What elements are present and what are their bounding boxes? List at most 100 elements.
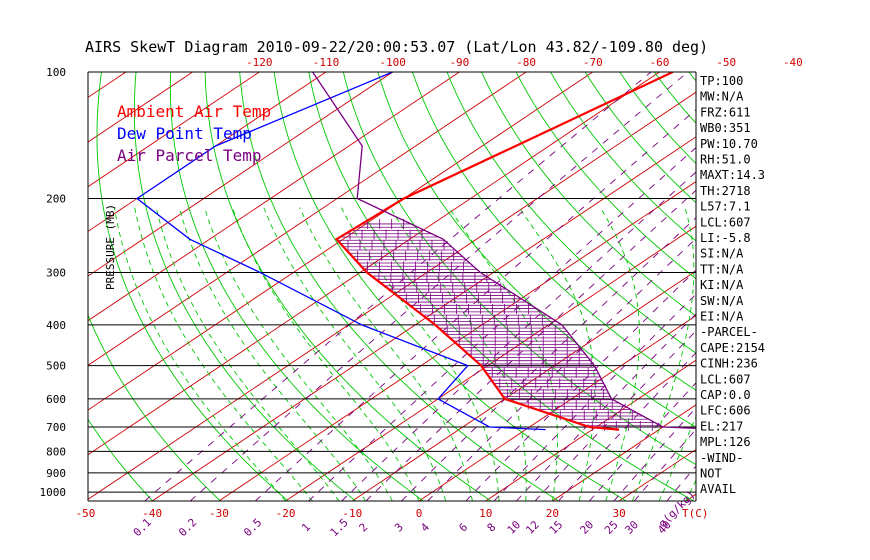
moist-adiabat-line — [599, 207, 640, 501]
stat-entry: CINH:236 — [700, 357, 758, 371]
dry-adiabat-line — [96, 72, 289, 501]
dry-adiabat-line — [446, 72, 696, 354]
series-line-dew-point-temp — [135, 72, 546, 431]
moist-adiabat-line — [340, 207, 500, 501]
stat-entry: CAPE:2154 — [700, 341, 765, 355]
moist-adiabat-line — [518, 207, 596, 501]
bottom-temp-tick-label: -40 — [142, 507, 162, 520]
dry-adiabat-line — [133, 72, 356, 501]
bottom-temp-ticks: -50 -40 -30 -20 -10 0 10 20 30 — [76, 507, 626, 520]
bottom-temp-tick-label: 30 — [612, 507, 625, 520]
isotherm-line — [819, 72, 870, 501]
isotherm-line — [88, 72, 393, 277]
isotherm-line — [151, 136, 696, 501]
isotherm-line — [88, 72, 327, 232]
mixing-ratio-line — [427, 237, 696, 501]
stat-entry: TH:2718 — [700, 184, 751, 198]
dry-adiabat-line — [308, 72, 695, 501]
isotherm-line — [88, 72, 527, 366]
legend-entry: Ambient Air Temp — [117, 102, 271, 121]
moist-adiabat-line — [263, 207, 447, 501]
mixing-ratio-tick-label: 4 — [418, 520, 432, 534]
isotherm-line — [88, 72, 460, 322]
pressure-tick-label: 100 — [46, 66, 66, 79]
dry-adiabat-line — [239, 72, 559, 501]
legend: Ambient Air Temp Dew Point Temp Air Parcel… — [117, 102, 271, 165]
bottom-temp-tick-label: -30 — [209, 507, 229, 520]
moist-adiabat-line — [203, 207, 393, 501]
isotherm-line — [352, 270, 696, 501]
stat-entry: EI:N/A — [700, 310, 744, 324]
top-temp-tick-label: -100 — [379, 56, 406, 69]
stat-entry: L57:7.1 — [700, 200, 751, 214]
mixing-ratio-tick-label: 2 — [357, 521, 371, 535]
dry-adiabat-line — [342, 72, 696, 466]
moist-adiabat-line — [299, 207, 473, 501]
mixing-ratio-tick-label: 20 — [578, 518, 597, 537]
moist-adiabat-line — [178, 207, 366, 501]
stat-entry: MW:N/A — [700, 90, 744, 104]
dry-adiabat-line — [584, 72, 696, 204]
mixing-ratio-tick-label: 10 — [505, 518, 524, 537]
mixing-ratio-line — [341, 171, 696, 501]
mixing-ratio-tick-label: 12 — [523, 518, 542, 537]
x-unit-label: T(C) — [682, 507, 709, 520]
legend-entry: Air Parcel Temp — [117, 146, 262, 165]
dry-adiabat-line — [862, 72, 870, 501]
mixing-ratio-line — [666, 465, 696, 501]
pressure-tick-label: 1000 — [40, 486, 67, 499]
dry-adiabat-line — [273, 72, 627, 501]
stat-entry: MPL:126 — [700, 435, 751, 449]
mixing-ratio-line — [465, 269, 696, 501]
top-temp-tick-label: -70 — [583, 56, 603, 69]
dry-adiabat-line — [619, 72, 696, 165]
mixing-ratio-line — [493, 293, 696, 501]
bottom-temp-tick-label: 10 — [479, 507, 492, 520]
stat-entry: TT:N/A — [700, 262, 744, 276]
mixing-ratio-tick-label: 1 — [299, 521, 313, 535]
top-temp-tick-label: -120 — [246, 56, 273, 69]
stat-entry: CAP:0.0 — [700, 388, 751, 402]
stat-entry: -PARCEL- — [700, 325, 758, 339]
chart-title: AIRS SkewT Diagram 2010-09-22/20:00:53.0… — [85, 38, 708, 56]
mixing-ratio-line — [254, 109, 696, 501]
stat-entry: LCL:607 — [700, 215, 751, 229]
top-temp-tick-label: -40 — [783, 56, 803, 69]
mixing-ratio-tick-label: 0.2 — [176, 516, 199, 539]
mixing-ratio-line — [308, 147, 696, 501]
pressure-ticks: 100 200 300 400 500 600 700 800 900 1000 — [40, 66, 67, 499]
stat-entry: NOT — [700, 467, 722, 481]
stat-entry: WB0:351 — [700, 121, 751, 135]
dry-adiabat-line — [204, 72, 492, 501]
bottom-temp-tick-label: 0 — [416, 507, 423, 520]
mixing-ratio-tick-label: 30 — [622, 518, 641, 537]
mixing-ratio-line — [190, 72, 689, 501]
top-temp-tick-label: -50 — [716, 56, 736, 69]
stat-entry: KI:N/A — [700, 278, 744, 292]
pressure-tick-label: 900 — [46, 467, 66, 480]
pressure-tick-label: 800 — [46, 445, 66, 458]
bottom-temp-tick-label: -10 — [342, 507, 362, 520]
grid-lines — [88, 72, 870, 501]
stat-entry: LCL:607 — [700, 372, 751, 386]
stat-entry: RH:51.0 — [700, 153, 751, 167]
series-line-air-parcel-temp — [312, 72, 696, 430]
dry-adiabat-line — [377, 72, 696, 428]
stat-entry: TP:100 — [700, 74, 743, 88]
moist-adiabat-line — [658, 415, 696, 501]
mixing-ratio-tick-label: 0.5 — [241, 516, 264, 539]
dry-adiabat-line — [550, 72, 696, 242]
dry-adiabat-line — [411, 72, 696, 391]
pressure-tick-label: 200 — [46, 192, 66, 205]
mixing-ratio-line — [401, 217, 696, 501]
stat-entry: MAXT:14.3 — [700, 168, 765, 182]
pressure-tick-label: 500 — [46, 360, 66, 373]
stat-entry: FRZ:611 — [700, 105, 751, 119]
pressure-tick-label: 600 — [46, 393, 66, 406]
pressure-tick-label: 300 — [46, 266, 66, 279]
isotherm-line — [88, 72, 660, 456]
stat-entry: PW:10.70 — [700, 137, 758, 151]
dry-adiabat-line — [169, 72, 424, 501]
